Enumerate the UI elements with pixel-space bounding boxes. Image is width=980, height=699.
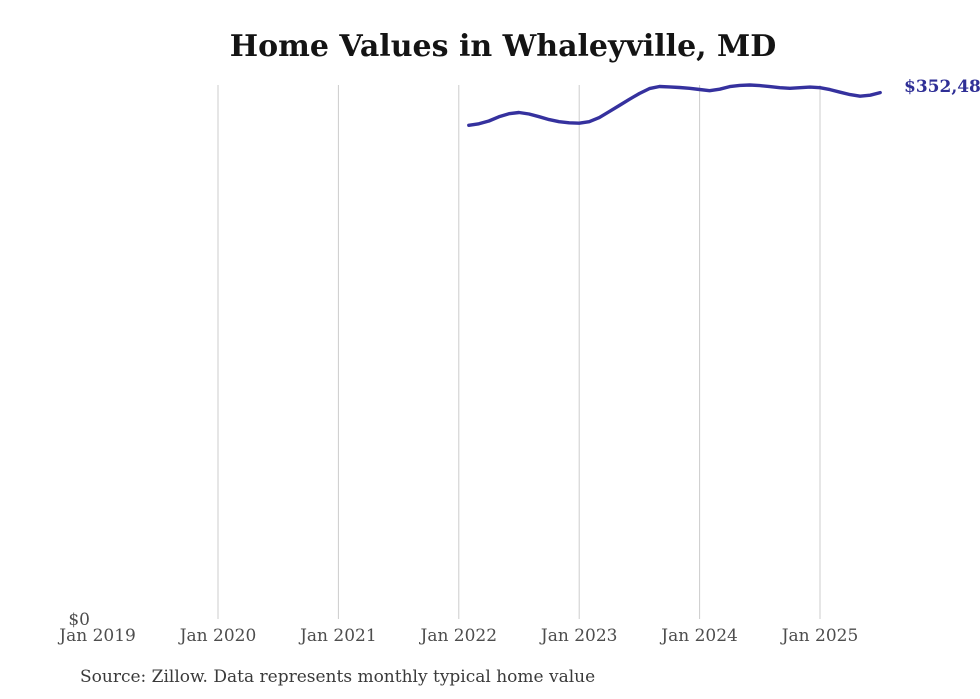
y-axis-zero-label: $0 (68, 610, 90, 630)
source-note: Source: Zillow. Data represents monthly … (80, 667, 596, 687)
chart-title: Home Values in Whaleyville, MD (229, 29, 777, 64)
x-tick-label: Jan 2019 (57, 626, 136, 646)
x-tick-label: Jan 2022 (419, 626, 498, 646)
x-tick-label: Jan 2023 (539, 626, 618, 646)
x-tick-label: Jan 2025 (780, 626, 859, 646)
x-tick-label: Jan 2024 (659, 626, 738, 646)
x-tick-label: Jan 2020 (178, 626, 257, 646)
x-tick-label: Jan 2021 (298, 626, 377, 646)
home-value-line (467, 83, 882, 128)
latest-value-label: $352,484 (904, 77, 980, 97)
